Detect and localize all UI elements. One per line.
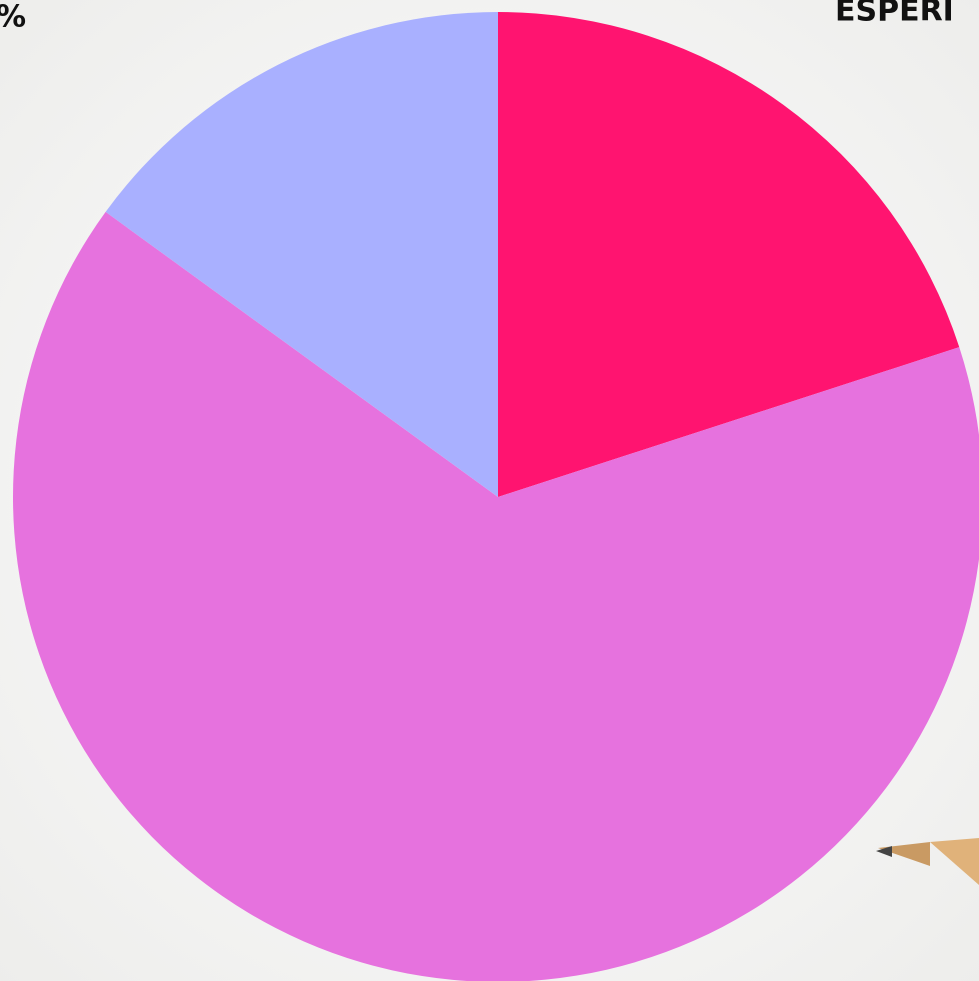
pencil [876,838,979,885]
pie-slice [105,11,498,497]
annotation: % [0,0,26,35]
annotation: ESPERI [835,0,954,29]
pie [13,11,979,981]
pie-slice [13,211,979,981]
pie-slice [498,12,960,497]
